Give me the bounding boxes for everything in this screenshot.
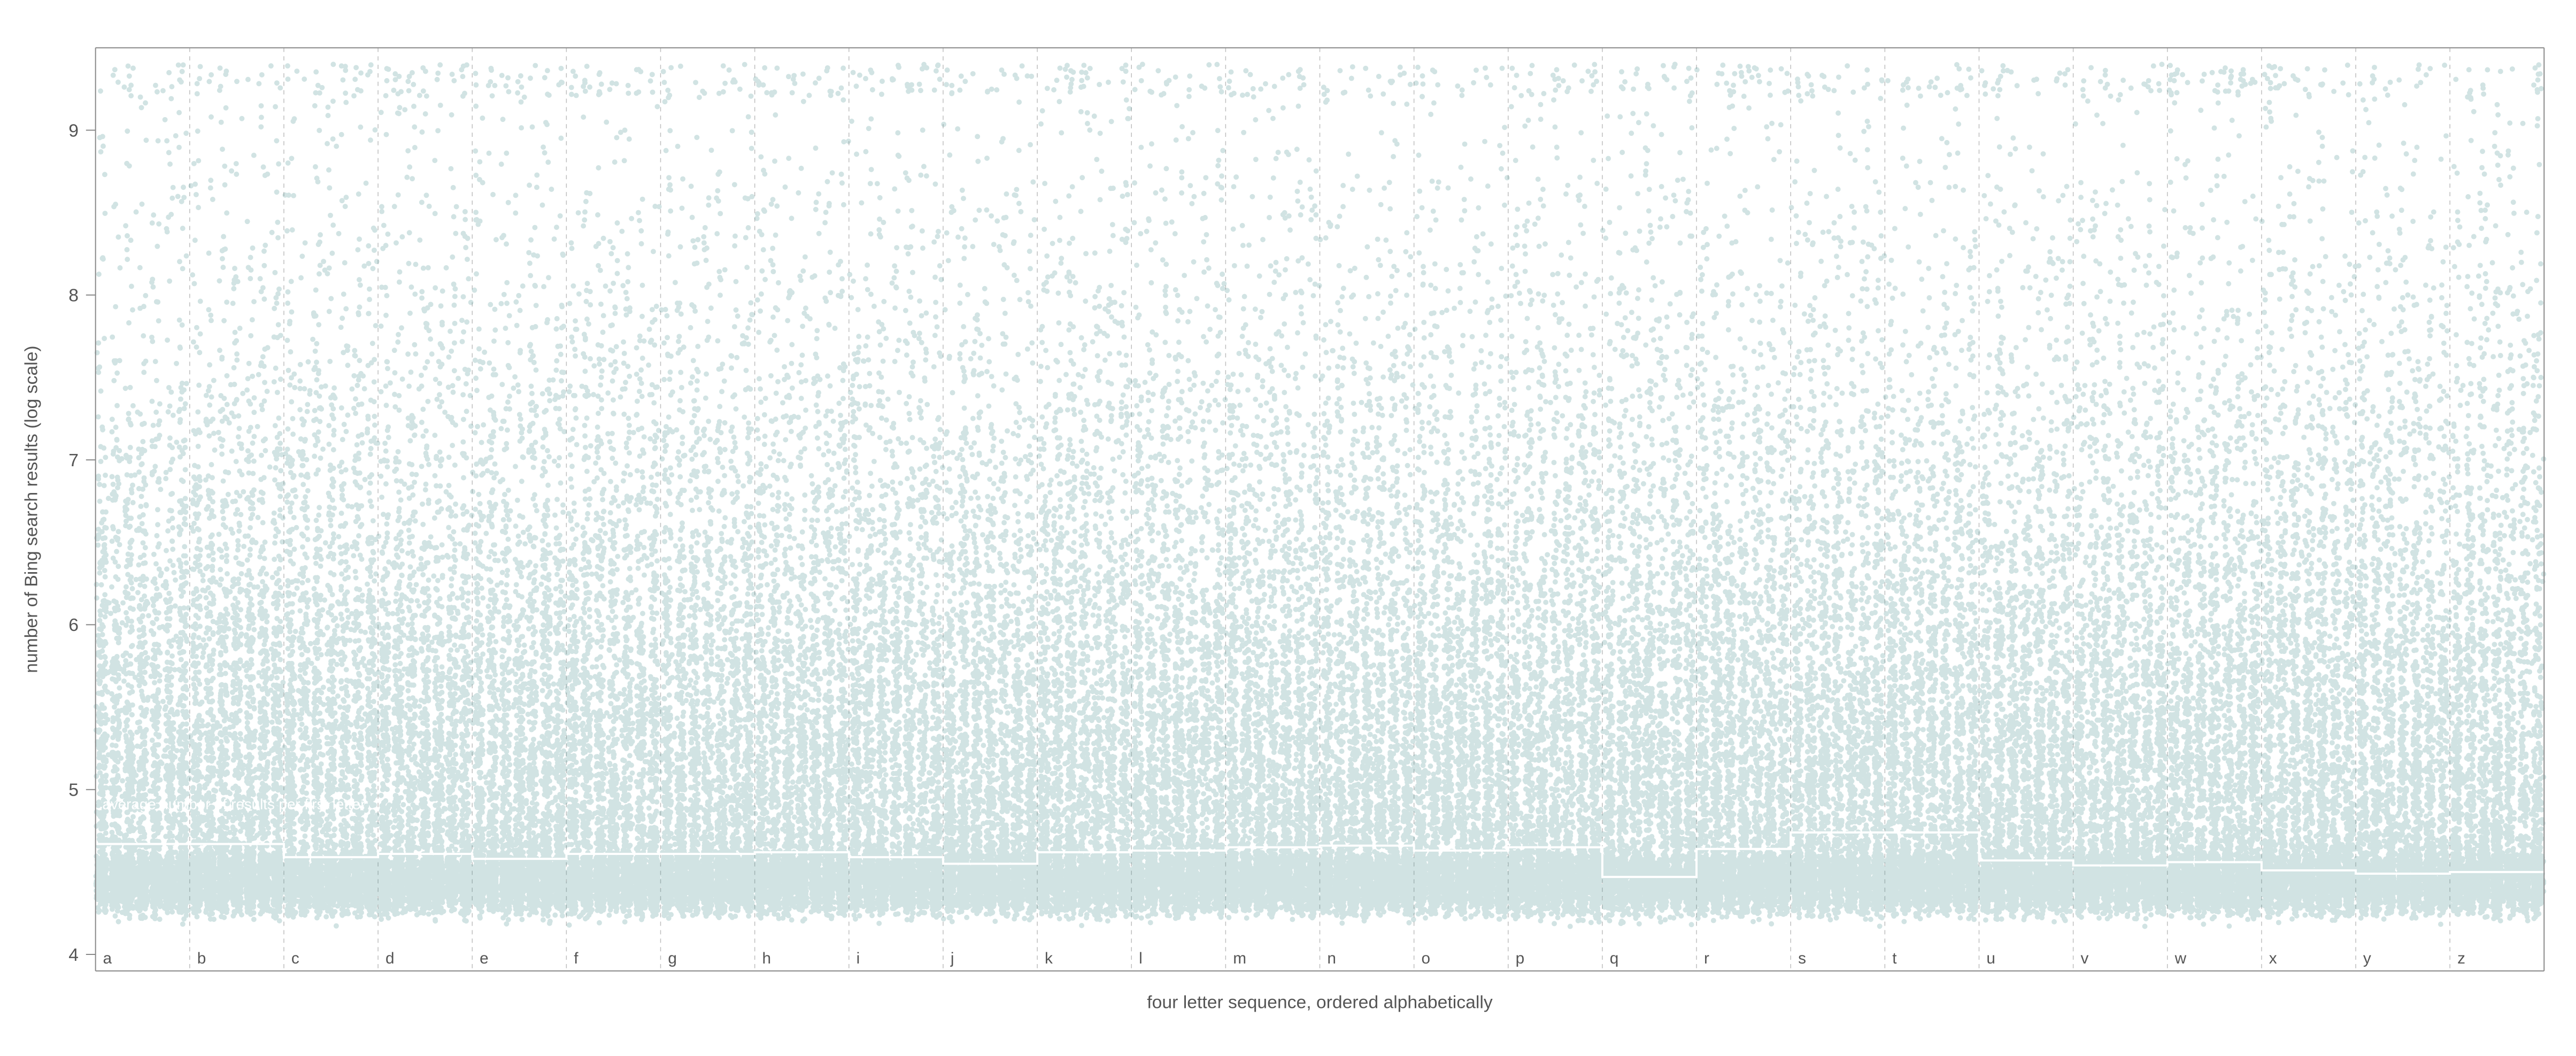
y-tick-label: 7 bbox=[68, 450, 79, 471]
y-tick-label: 6 bbox=[68, 615, 79, 635]
x-tick-label: k bbox=[1045, 950, 1053, 967]
x-tick-label: l bbox=[1139, 950, 1143, 967]
x-tick-label: d bbox=[385, 950, 395, 967]
x-tick-label: g bbox=[668, 950, 677, 967]
x-tick-label: b bbox=[197, 950, 206, 967]
x-tick-label: a bbox=[103, 950, 112, 967]
step-line-label: average number of results per first lett… bbox=[102, 796, 365, 813]
x-tick-label: i bbox=[857, 950, 860, 967]
x-tick-label: s bbox=[1798, 950, 1806, 967]
scatter-chart: average number of results per first lett… bbox=[11, 5, 2565, 1045]
x-axis-label: four letter sequence, ordered alphabetic… bbox=[1147, 992, 1493, 1012]
x-tick-label: x bbox=[2269, 950, 2277, 967]
x-tick-label: e bbox=[480, 950, 489, 967]
x-tick-label: v bbox=[2081, 950, 2089, 967]
x-tick-label: h bbox=[762, 950, 772, 967]
x-tick-label: m bbox=[1233, 950, 1246, 967]
y-tick-label: 5 bbox=[68, 780, 79, 800]
x-tick-label: p bbox=[1516, 950, 1525, 967]
x-tick-label: f bbox=[574, 950, 579, 967]
chart-container: average number of results per first lett… bbox=[0, 0, 2576, 1056]
y-axis-label: number of Bing search results (log scale… bbox=[21, 345, 42, 673]
x-tick-label: j bbox=[950, 950, 954, 967]
x-tick-label: q bbox=[1610, 950, 1619, 967]
x-tick-label: r bbox=[1704, 950, 1709, 967]
x-tick-label: t bbox=[1892, 950, 1897, 967]
x-tick-label: o bbox=[1422, 950, 1431, 967]
y-tick-label: 8 bbox=[68, 286, 79, 306]
y-tick-label: 9 bbox=[68, 120, 79, 141]
x-tick-label: y bbox=[2363, 950, 2371, 967]
x-tick-label: z bbox=[2457, 950, 2465, 967]
y-tick-label: 4 bbox=[68, 945, 79, 965]
x-tick-label: w bbox=[2174, 950, 2187, 967]
x-tick-label: n bbox=[1327, 950, 1336, 967]
x-tick-label: c bbox=[291, 950, 299, 967]
x-tick-label: u bbox=[1986, 950, 1995, 967]
